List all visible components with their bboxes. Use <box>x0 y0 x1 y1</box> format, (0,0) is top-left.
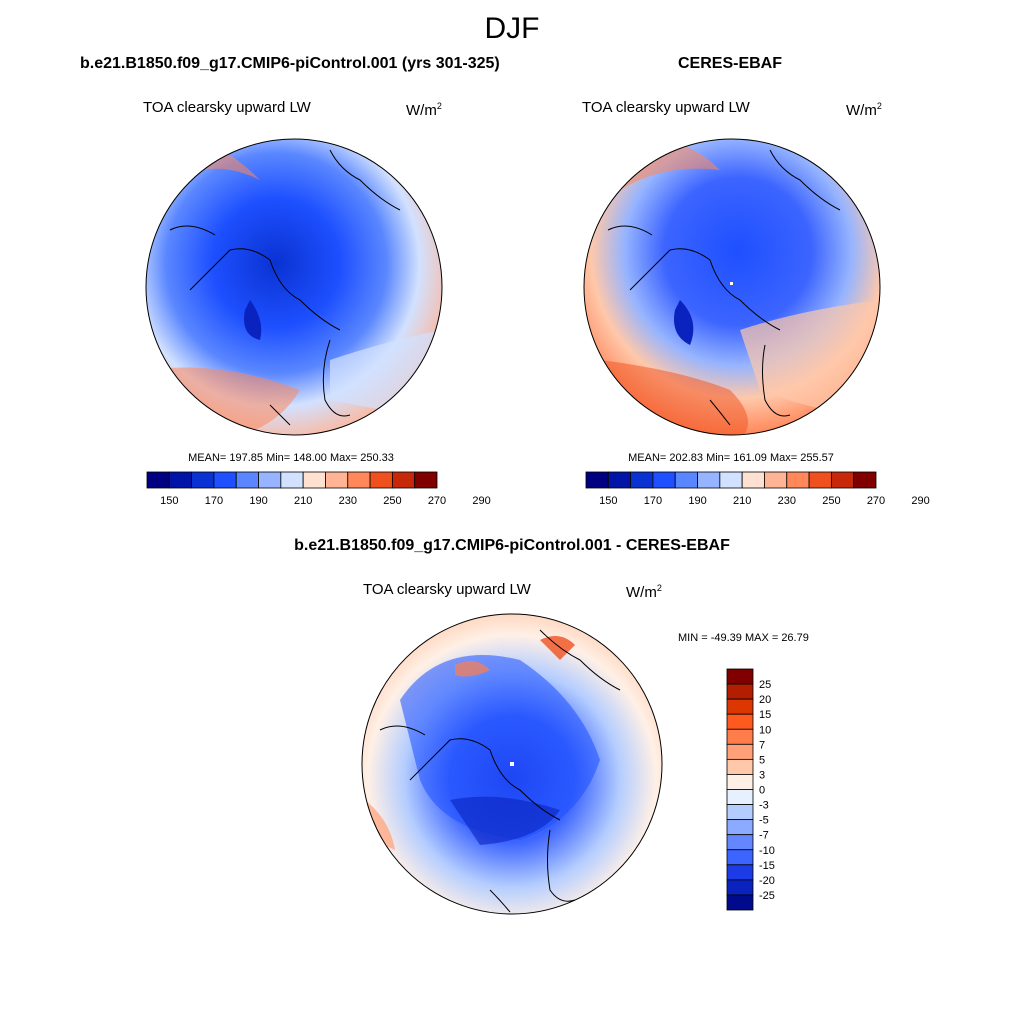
model-variable-label: TOA clearsky upward LW <box>143 99 311 116</box>
obs-colorbar-bin <box>786 471 810 489</box>
obs-colorbar-tick-label: 170 <box>644 495 662 507</box>
diff-colorbar-tick-label: -7 <box>759 830 769 842</box>
diff-colorbar-bin <box>726 819 754 836</box>
model-colorbar-tick-label: 150 <box>160 495 178 507</box>
obs-colorbar-bin <box>585 471 609 489</box>
diff-colorbar-bin <box>726 668 754 685</box>
season-title: DJF <box>484 12 540 45</box>
model-colorbar-bin <box>235 471 259 489</box>
model-colorbar: 150 170 190 210 230 250 270 290 <box>146 471 491 507</box>
obs-colorbar-tick-label: 230 <box>778 495 796 507</box>
diff-colorbar-tick-label: 5 <box>759 754 765 766</box>
diff-colorbar-bin <box>726 849 754 866</box>
model-colorbar-bin <box>146 471 170 489</box>
obs-units: W/m2 <box>846 101 882 119</box>
model-panel-title: b.e21.B1850.f09_g17.CMIP6-piControl.001 … <box>80 55 500 72</box>
diff-colorbar-bin <box>726 894 754 911</box>
diff-colorbar-bin <box>726 864 754 881</box>
model-colorbar-tick-label: 270 <box>428 495 446 507</box>
diff-colorbar-tick-label: 10 <box>759 724 771 736</box>
model-polar-map <box>145 138 443 436</box>
model-colorbar-tick-label: 210 <box>294 495 312 507</box>
obs-panel-title: CERES-EBAF <box>678 55 783 72</box>
diff-colorbar-tick-label: 15 <box>759 709 771 721</box>
obs-colorbar-tick-label: 290 <box>911 495 929 507</box>
diff-colorbar-tick-label: 0 <box>759 785 765 797</box>
obs-colorbar-bin <box>719 471 743 489</box>
diff-colorbar-tick-label: 7 <box>759 739 765 751</box>
model-colorbar-bin <box>414 471 438 489</box>
obs-variable-label: TOA clearsky upward LW <box>582 99 750 116</box>
obs-colorbar: 150 170 190 210 230 250 270 290 <box>585 471 930 507</box>
model-colorbar-bin <box>369 471 393 489</box>
diff-colorbar-bin <box>726 774 754 790</box>
model-units: W/m2 <box>406 101 442 119</box>
diff-stats: MIN = -49.39 MAX = 26.79 <box>678 632 809 644</box>
diff-polar-map <box>361 613 663 915</box>
diff-colorbar-bin <box>726 713 754 730</box>
model-colorbar-bin <box>191 471 215 489</box>
model-colorbar-tick-label: 250 <box>383 495 401 507</box>
model-colorbar-tick-label: 230 <box>339 495 357 507</box>
diff-colorbar-tick-label: 25 <box>759 679 771 691</box>
obs-colorbar-bin <box>764 471 788 489</box>
obs-colorbar-bin <box>830 471 855 489</box>
diff-colorbar-tick-label: -10 <box>759 845 775 857</box>
diff-colorbar-tick-label: -5 <box>759 815 769 827</box>
model-colorbar-bin <box>302 471 326 489</box>
model-colorbar-bin <box>280 471 304 489</box>
model-colorbar-tick-label: 290 <box>472 495 490 507</box>
obs-polar-map <box>583 138 881 436</box>
diff-colorbar-tick-label: -20 <box>759 875 775 887</box>
diff-panel-title: b.e21.B1850.f09_g17.CMIP6-piControl.001 … <box>294 537 730 554</box>
obs-colorbar-tick-label: 210 <box>733 495 751 507</box>
obs-stats: MEAN= 202.83 Min= 161.09 Max= 255.57 <box>628 452 834 464</box>
obs-colorbar-tick-label: 190 <box>688 495 706 507</box>
obs-colorbar-bin <box>853 471 877 489</box>
model-colorbar-bin <box>325 471 349 489</box>
diff-colorbar-bin <box>726 804 754 821</box>
diff-colorbar-tick-label: -15 <box>759 860 775 872</box>
model-colorbar-bin <box>258 471 282 489</box>
model-colorbar-bin <box>168 471 193 489</box>
model-colorbar-tick-label: 190 <box>249 495 267 507</box>
obs-colorbar-bin <box>741 471 765 489</box>
diff-colorbar-bin <box>726 758 754 775</box>
model-colorbar-bin <box>347 471 371 489</box>
obs-colorbar-tick-label: 250 <box>822 495 840 507</box>
obs-colorbar-bin <box>808 471 832 489</box>
obs-colorbar-bin <box>607 471 632 489</box>
model-stats: MEAN= 197.85 Min= 148.00 Max= 250.33 <box>188 452 394 464</box>
obs-colorbar-bin <box>697 471 721 489</box>
diff-colorbar-bin <box>726 743 754 760</box>
diff-colorbar-tick-label: -3 <box>759 800 769 812</box>
obs-colorbar-tick-label: 270 <box>867 495 885 507</box>
diff-colorbar-bin <box>726 789 754 805</box>
model-colorbar-bin <box>391 471 416 489</box>
diff-colorbar-bin <box>726 698 754 715</box>
model-colorbar-bin <box>213 471 237 489</box>
obs-colorbar-tick-label: 150 <box>599 495 617 507</box>
diff-units: W/m2 <box>626 583 662 601</box>
obs-colorbar-bin <box>652 471 676 489</box>
diff-colorbar-tick-label: -25 <box>759 890 775 902</box>
obs-colorbar-bin <box>674 471 698 489</box>
diff-colorbar-bin <box>726 879 754 896</box>
diff-colorbar-tick-label: 3 <box>759 769 765 781</box>
diff-colorbar-bin <box>726 728 754 745</box>
obs-colorbar-bin <box>630 471 654 489</box>
diff-variable-label: TOA clearsky upward LW <box>363 581 531 598</box>
diff-colorbar-bin <box>726 834 754 851</box>
diff-colorbar-bin <box>726 683 754 700</box>
diff-colorbar-tick-label: 20 <box>759 694 771 706</box>
diff-colorbar: 25 20 15 10 7 5 3 0 -3 -5 -7 -10 -15 -20 -25 <box>726 668 775 911</box>
model-colorbar-tick-label: 170 <box>205 495 223 507</box>
